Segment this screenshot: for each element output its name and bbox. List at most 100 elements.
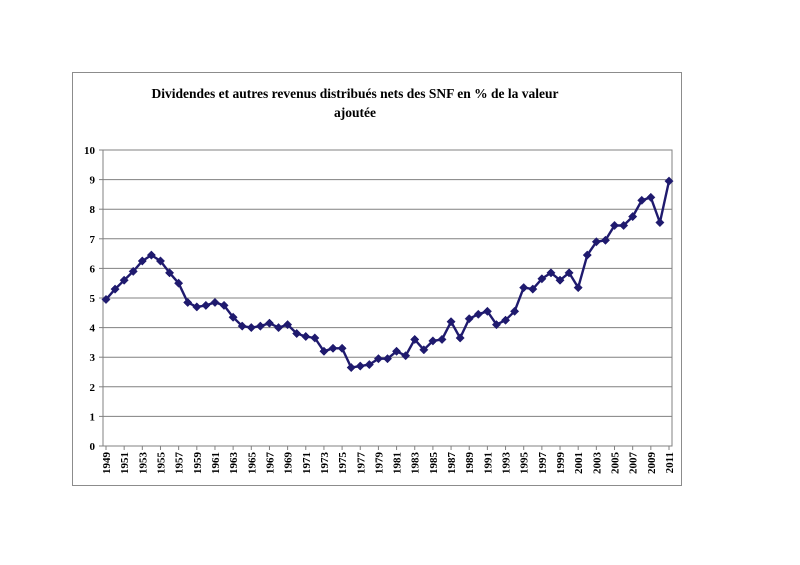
y-tick-label: 5 [90, 293, 96, 305]
y-tick-label: 8 [90, 204, 96, 216]
data-point-1961 [210, 297, 220, 307]
x-tick-label: 1961 [210, 452, 222, 474]
data-point-1973 [319, 346, 329, 356]
data-point-1999 [555, 275, 565, 285]
data-point-1966 [255, 321, 265, 331]
x-axis-tick-labels: 1949 1951 1953 1955 1957 1959 1961 1963 1965 1967… [101, 446, 676, 474]
data-point-1965 [246, 323, 256, 333]
data-point-1977 [355, 361, 365, 371]
data-point-1996 [528, 284, 538, 294]
y-tick-label: 7 [90, 234, 96, 246]
x-tick-label: 1959 [192, 452, 204, 475]
gridlines [103, 179, 672, 417]
y-tick-label: 6 [90, 263, 96, 275]
x-tick-label: 1995 [519, 452, 531, 475]
data-point-1964 [237, 321, 247, 331]
data-point-1956 [165, 268, 175, 278]
x-tick-label: 2005 [610, 452, 622, 475]
x-tick-label: 2009 [646, 452, 658, 475]
data-point-1985 [428, 336, 438, 346]
data-point-1951 [119, 275, 129, 285]
y-tick-label: 0 [90, 441, 96, 453]
data-point-1962 [219, 300, 229, 310]
x-tick-label: 1971 [301, 452, 313, 474]
data-point-1987 [446, 317, 456, 327]
data-point-2009 [646, 192, 656, 202]
data-point-1952 [128, 266, 138, 276]
x-tick-label: 1977 [355, 452, 367, 475]
series-layer [101, 176, 674, 373]
data-point-1981 [392, 346, 402, 356]
data-point-2008 [637, 195, 647, 205]
x-tick-label: 1999 [555, 452, 567, 475]
x-tick-label: 1981 [392, 452, 404, 474]
x-tick-label: 1993 [501, 452, 513, 475]
chart-title: Dividendes et autres revenus distribués … [72, 84, 638, 122]
x-tick-label: 1987 [446, 452, 458, 475]
data-point-2004 [600, 235, 610, 245]
data-point-1963 [228, 312, 238, 322]
x-tick-label: 1973 [319, 452, 331, 475]
data-point-2002 [582, 250, 592, 260]
data-point-2000 [564, 268, 574, 278]
data-point-2003 [591, 237, 601, 247]
x-tick-label: 1949 [101, 452, 113, 475]
data-point-1974 [328, 343, 338, 353]
data-point-1958 [183, 297, 193, 307]
x-tick-label: 1951 [119, 452, 131, 474]
data-point-1953 [137, 256, 147, 266]
data-point-1978 [364, 360, 374, 370]
data-point-1950 [110, 284, 120, 294]
chart-title-line-2: ajoutée [334, 105, 376, 120]
data-point-1954 [146, 250, 156, 260]
data-point-1995 [519, 283, 529, 293]
x-tick-label: 2003 [591, 452, 603, 475]
y-tick-label: 4 [90, 323, 96, 335]
data-point-1991 [482, 306, 492, 316]
data-point-1993 [500, 315, 511, 325]
x-tick-label: 2001 [573, 452, 585, 474]
data-point-1971 [301, 331, 311, 342]
y-tick-label: 10 [84, 145, 96, 157]
data-point-1960 [201, 300, 211, 310]
x-tick-label: 1957 [174, 452, 186, 475]
data-point-1998 [546, 268, 556, 278]
data-point-2005 [609, 220, 620, 231]
data-point-2001 [573, 283, 583, 293]
y-tick-label: 3 [90, 352, 96, 364]
y-tick-label: 1 [90, 411, 96, 423]
x-tick-label: 1997 [537, 452, 549, 475]
data-point-1994 [510, 306, 520, 316]
data-point-1967 [264, 318, 275, 328]
data-point-1970 [292, 328, 302, 339]
data-point-1957 [174, 278, 184, 288]
data-point-1968 [273, 323, 284, 333]
data-point-2006 [619, 220, 629, 231]
data-point-1982 [401, 351, 411, 361]
data-point-2007 [628, 212, 638, 222]
data-point-1975 [337, 343, 347, 353]
chart-title-line-1: Dividendes et autres revenus distribués … [151, 86, 559, 101]
data-point-1959 [192, 302, 202, 312]
data-point-1984 [419, 345, 429, 355]
data-point-2011 [664, 176, 674, 186]
x-tick-label: 1975 [337, 452, 349, 475]
x-tick-label: 1991 [482, 452, 494, 474]
x-tick-label: 1955 [155, 452, 167, 475]
data-point-1949 [101, 294, 111, 305]
data-point-1955 [155, 256, 166, 266]
data-point-1976 [346, 363, 356, 373]
y-axis-tick-labels: 0 1 2 3 4 5 6 7 8 9 10 [84, 145, 103, 453]
data-point-1983 [410, 334, 420, 344]
data-point-1969 [283, 320, 293, 330]
x-tick-label: 1989 [464, 452, 476, 475]
data-point-2010 [655, 217, 665, 228]
data-point-1986 [437, 334, 447, 344]
x-tick-label: 1985 [428, 452, 440, 475]
x-tick-label: 1965 [246, 452, 258, 475]
data-point-1972 [310, 333, 320, 343]
data-point-1990 [473, 309, 483, 319]
x-tick-label: 2011 [664, 452, 676, 473]
y-tick-label: 2 [90, 382, 96, 394]
